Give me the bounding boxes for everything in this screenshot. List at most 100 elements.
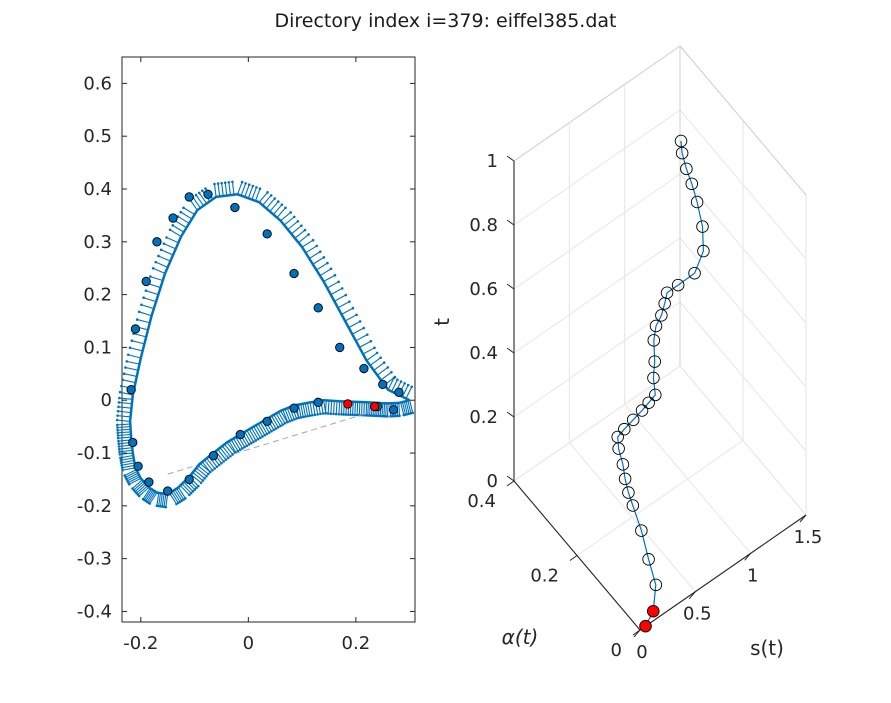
trajectory-marker [680, 162, 693, 176]
normal-vector [228, 182, 231, 196]
normal-vector [330, 287, 343, 296]
normal-vector-tip [120, 463, 124, 467]
normal-vector-tip [241, 447, 244, 450]
normal-vector [400, 402, 405, 416]
y-tick-label: 0.1 [83, 337, 112, 358]
normal-vector [244, 184, 250, 198]
normal-vector [251, 187, 257, 200]
normal-vector-tip [292, 215, 296, 219]
normal-vector-tip [125, 360, 129, 363]
normal-vector [197, 465, 209, 475]
normal-vector [119, 447, 133, 450]
normal-vector-tip [213, 182, 216, 186]
trajectory-marker [642, 396, 655, 409]
normal-vector-tip [149, 275, 152, 278]
normal-vector-tip [123, 474, 127, 477]
normal-vector [257, 423, 266, 436]
normal-vector-tip [141, 497, 145, 501]
y-tick-label: 0 [101, 390, 112, 411]
normal-vector-tip [349, 413, 352, 417]
contour-marker [359, 363, 369, 374]
trajectory-marker [635, 404, 649, 417]
normal-vector [158, 255, 171, 262]
normal-vector [340, 401, 343, 415]
normal-vector-tip [220, 181, 223, 185]
normal-vector-tip [135, 318, 139, 321]
alpha-tick-mark [569, 555, 578, 561]
contour-marker [126, 385, 136, 395]
normal-vector-tip [175, 502, 178, 506]
normal-vector [367, 402, 369, 416]
normal-vector-tip [247, 443, 251, 446]
normal-vector [341, 307, 354, 315]
normal-vector-tip [353, 413, 357, 417]
normal-vector-tip [189, 491, 193, 495]
normal-vector-tip [355, 413, 359, 417]
trajectory-marker [649, 578, 663, 592]
trajectory-marker [648, 355, 661, 368]
side-wall-grid-line [679, 173, 807, 324]
s-tick-mark [744, 553, 752, 561]
normal-vector [170, 491, 179, 504]
normal-vector-tip [245, 444, 249, 448]
normal-vector [206, 457, 216, 469]
normal-vector [120, 454, 134, 459]
normal-vector-tip [346, 413, 350, 416]
normal-vector-tip [344, 413, 348, 416]
normal-vector [359, 340, 372, 348]
back-wall-grid-line [513, 109, 681, 226]
normal-vector-tip [348, 300, 351, 303]
normal-vector [198, 192, 208, 204]
normal-vector [117, 415, 131, 418]
normal-vector [401, 401, 407, 415]
normal-vector-tip [157, 254, 160, 258]
normal-vector [355, 334, 368, 342]
t-tick-mark [506, 283, 515, 290]
normal-vector [189, 199, 198, 211]
normal-vector-tip [130, 339, 134, 342]
normal-vector [217, 183, 221, 197]
alpha-axis-label: α(t) [502, 625, 539, 649]
normal-vector-tip [289, 211, 292, 214]
normal-vector [180, 211, 193, 220]
normal-vector [221, 183, 224, 197]
normal-vector [195, 194, 204, 207]
normal-vector [280, 410, 288, 423]
normal-vector [291, 225, 302, 235]
trajectory-marker [688, 266, 701, 280]
normal-vector [277, 411, 286, 424]
trajectory-ticks: 00.511.500.20.400.20.40.60.81 [467, 151, 822, 663]
normal-vector [369, 402, 371, 416]
s-tick-mark [688, 591, 696, 599]
normal-vector [327, 400, 330, 414]
normal-vector [118, 406, 132, 409]
normal-vector [356, 401, 359, 415]
normal-vector [158, 493, 162, 507]
normal-vector [156, 492, 160, 506]
normal-vector [155, 261, 168, 268]
normal-vector-tip [204, 187, 207, 190]
normal-vector [230, 439, 239, 452]
normal-vector-tip [307, 233, 310, 236]
normal-vector-tip [116, 428, 119, 432]
normal-vector [213, 183, 217, 197]
normal-vector [123, 373, 137, 377]
t-tick-label: 0.6 [469, 279, 498, 300]
normal-vector [377, 366, 389, 376]
normal-vector [160, 249, 174, 256]
normal-vector [165, 494, 169, 508]
normal-vector-tip [402, 413, 406, 417]
normal-vector [401, 384, 409, 397]
normal-vector-tip [121, 378, 125, 382]
normal-vector-tip [274, 427, 278, 430]
normal-vector [365, 402, 368, 416]
normal-vector-tip [406, 383, 410, 387]
normal-vector-tip [379, 356, 382, 360]
normal-vector [254, 188, 261, 202]
normal-vector-tip [362, 326, 366, 330]
normal-vector-tip [252, 440, 255, 444]
normal-vector-tip [162, 242, 166, 245]
trajectory-marker [647, 334, 661, 347]
normal-vector [251, 427, 259, 440]
normal-vector-tip [375, 351, 379, 355]
